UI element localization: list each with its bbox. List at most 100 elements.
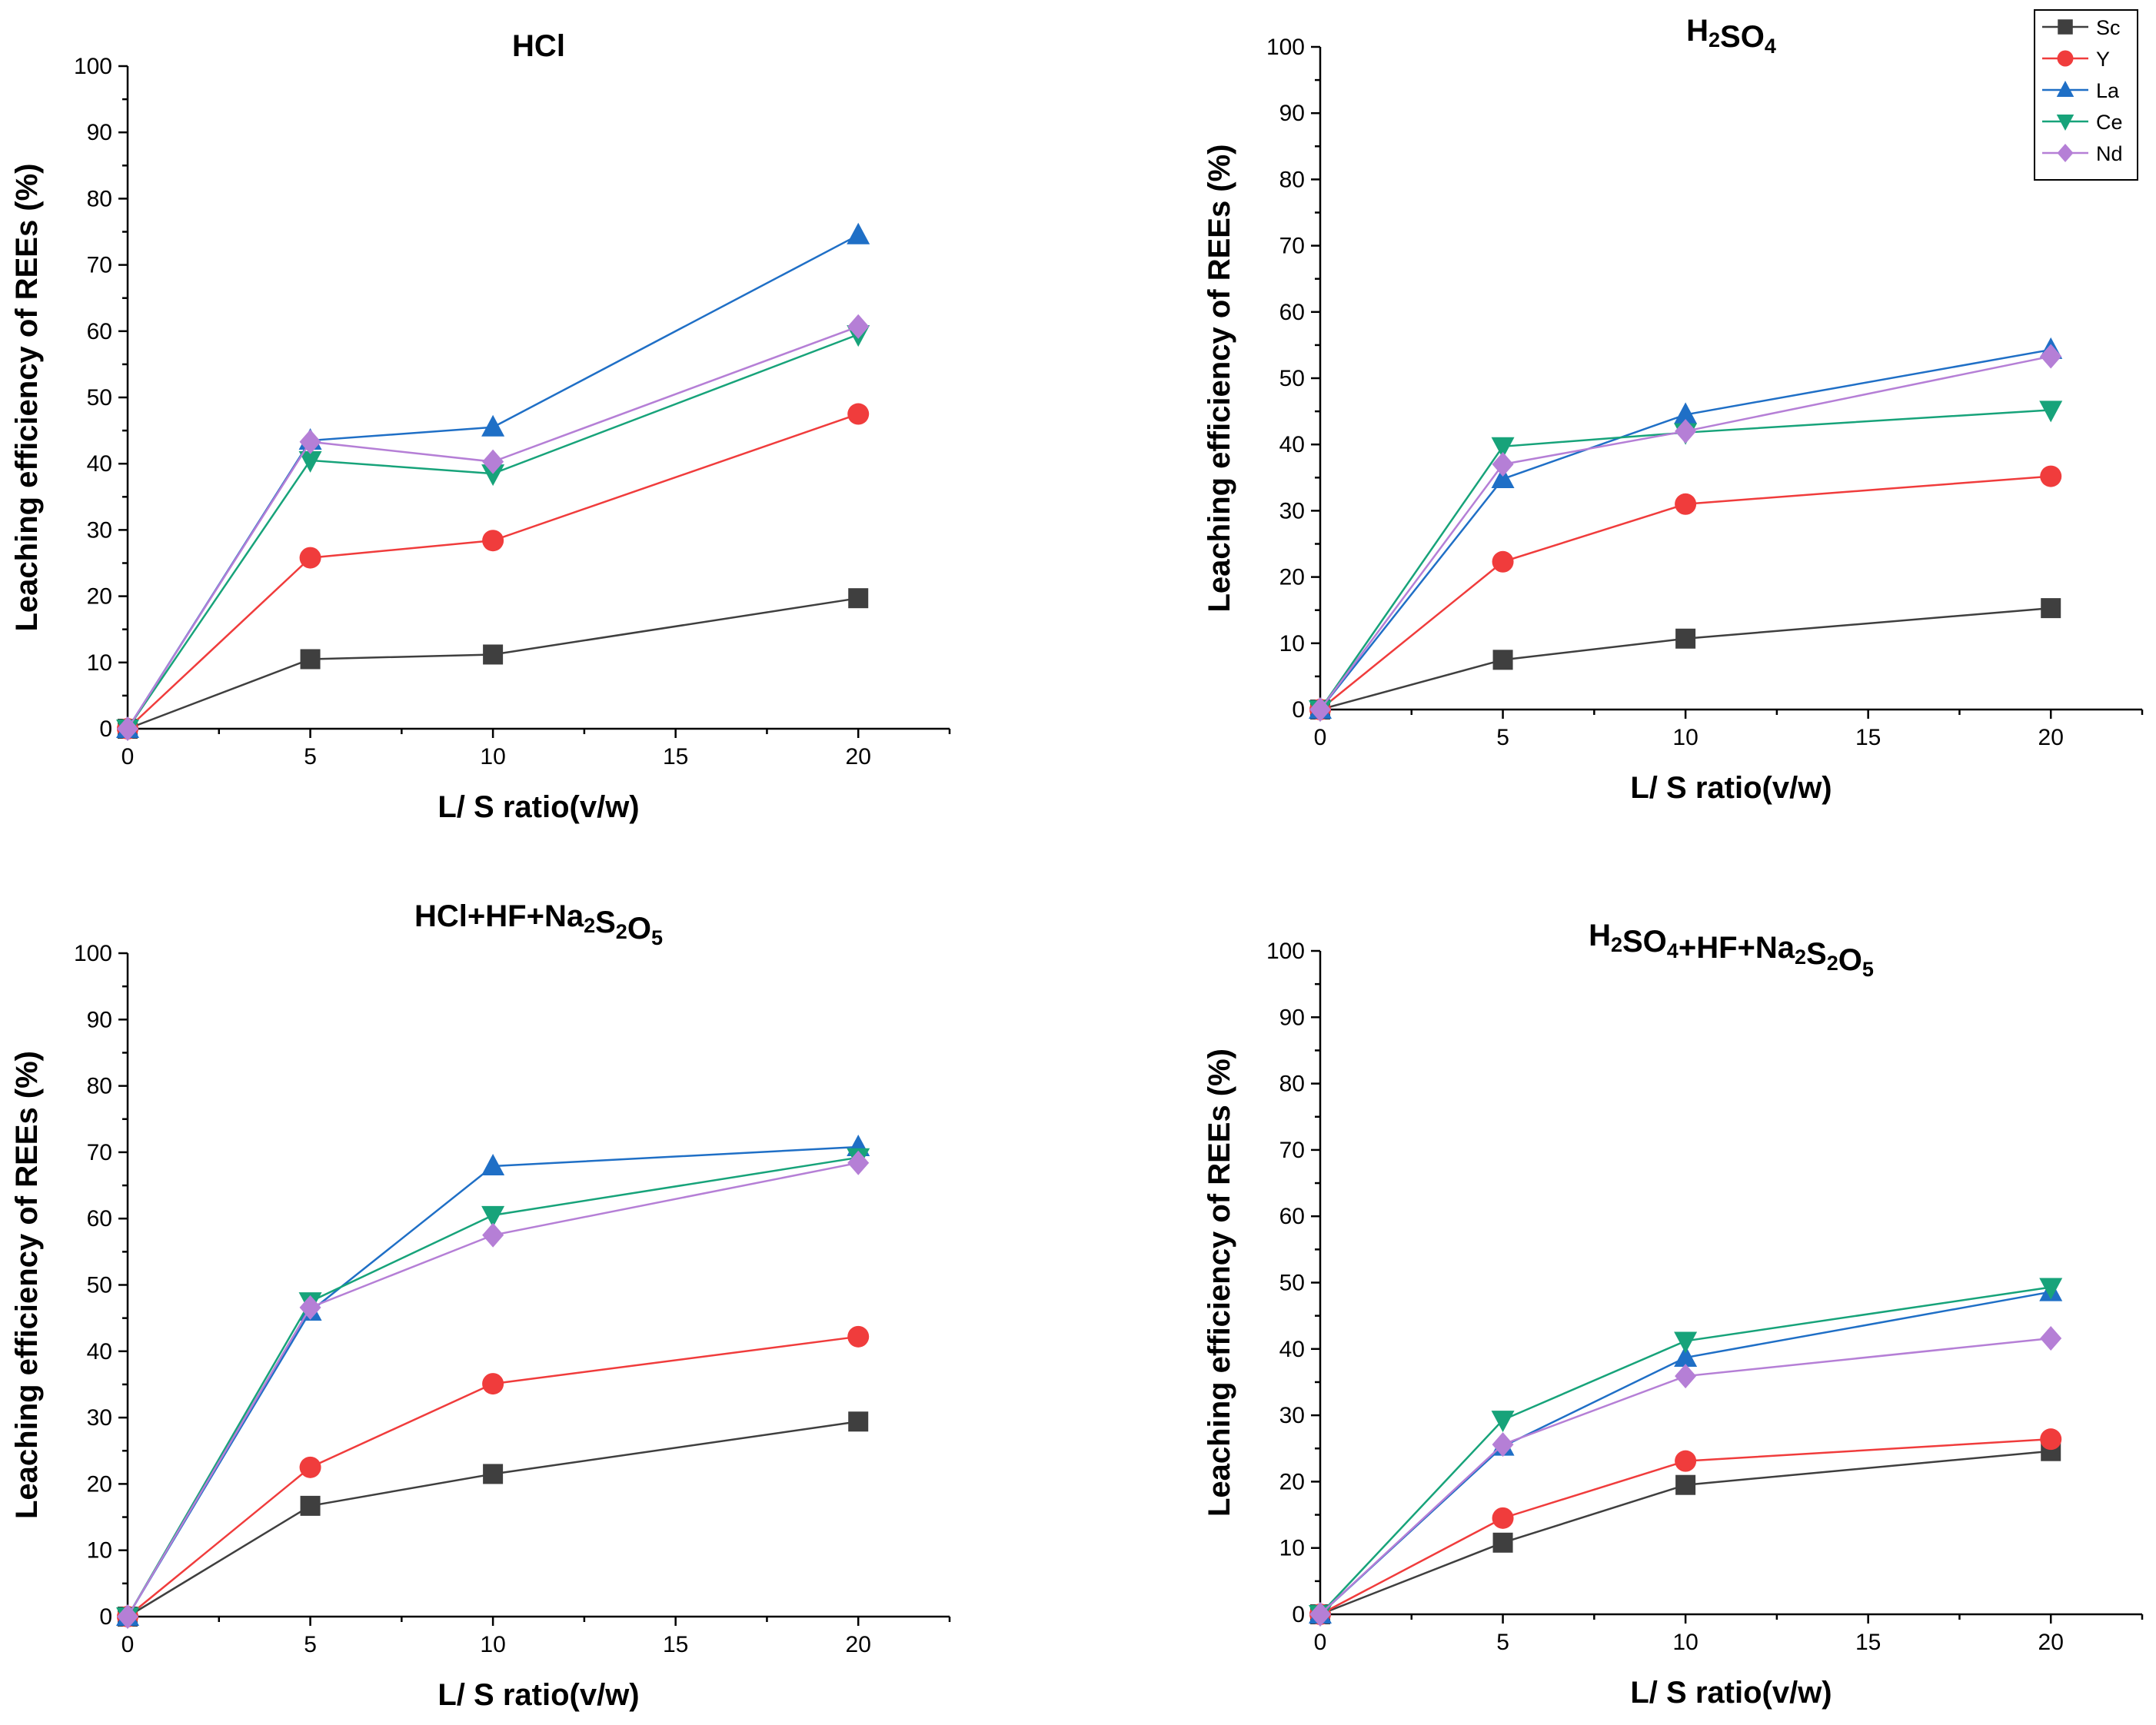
x-axis-title: L/ S ratio(v/w) <box>1630 1676 1832 1710</box>
series-line-ce <box>126 1156 859 1617</box>
series-line-sc <box>1319 607 2051 711</box>
x-tick-label: 15 <box>1855 725 1881 750</box>
data-point-sc <box>848 1411 869 1432</box>
y-tick-label: 20 <box>1279 1469 1305 1494</box>
legend-marker <box>2058 19 2073 35</box>
data-point-y <box>482 1373 504 1395</box>
data-point-ce <box>2039 1278 2063 1300</box>
x-axis-title: L/ S ratio(v/w) <box>438 1678 639 1712</box>
y-axis-title: Leaching efficiency of REEs (%) <box>10 163 44 631</box>
y-tick-label: 100 <box>1266 35 1305 60</box>
data-point-ce <box>481 464 505 487</box>
legend-item-nd: Nd <box>2042 142 2123 165</box>
y-tick-label: 0 <box>1292 1602 1305 1627</box>
data-point-la <box>1674 1345 1698 1368</box>
legend-label: La <box>2096 79 2120 102</box>
y-tick-label: 50 <box>1279 366 1305 391</box>
y-tick-label: 20 <box>87 584 112 610</box>
series-line-sc <box>127 597 859 730</box>
x-tick-label: 20 <box>2038 725 2064 750</box>
data-point-la <box>1674 402 1698 424</box>
legend: Sc Y La Ce Nd <box>2034 9 2138 181</box>
data-point-ce <box>1491 1411 1515 1433</box>
y-tick-label: 20 <box>1279 565 1305 590</box>
series-y <box>1309 1428 2062 1625</box>
y-tick-label: 80 <box>1279 167 1305 192</box>
series-nd <box>1309 344 2062 722</box>
data-point-y <box>2040 465 2062 487</box>
series-line-y <box>127 1335 859 1617</box>
y-tick-label: 20 <box>87 1471 112 1497</box>
data-point-sc <box>1675 1474 1696 1495</box>
y-tick-label: 100 <box>74 54 112 79</box>
x-tick-label: 0 <box>1314 1630 1327 1655</box>
chart-panel-3: HCl+HF+Na2S2O5 0 10 20 30 40 50 60 70 80 90 100 0 5 10… <box>10 899 951 1712</box>
data-point-ce <box>1491 437 1515 459</box>
series-line-y <box>1319 475 2051 710</box>
x-tick-label: 10 <box>1672 725 1698 750</box>
y-tick-label: 100 <box>1266 939 1305 964</box>
series-line-la <box>1319 348 2051 710</box>
data-point-nd <box>847 1150 870 1175</box>
series-line-sc <box>1319 1450 2051 1616</box>
y-tick-label: 10 <box>87 650 112 676</box>
y-tick-label: 60 <box>1279 300 1305 325</box>
y-tick-label: 50 <box>87 1273 112 1298</box>
y-tick-label: 30 <box>87 517 112 543</box>
x-tick-label: 20 <box>846 744 871 769</box>
y-tick-label: 0 <box>99 1604 112 1630</box>
y-tick-label: 70 <box>1279 234 1305 259</box>
x-tick-label: 0 <box>121 744 135 769</box>
data-point-la <box>1491 467 1515 489</box>
data-point-nd <box>299 429 321 454</box>
y-tick-label: 40 <box>1279 432 1305 457</box>
series-line-y <box>127 413 859 730</box>
data-point-nd <box>1309 1602 1331 1627</box>
data-point-nd <box>1675 1364 1697 1389</box>
x-tick-label: 15 <box>1855 1630 1881 1655</box>
chart-panel-2: H2SO4 0 10 20 30 40 50 60 70 80 90 100 0 5 10 15 20 L/ S … <box>1203 14 2144 805</box>
data-point-sc <box>483 644 504 665</box>
x-tick-label: 5 <box>304 1632 317 1657</box>
y-tick-label: 30 <box>87 1405 112 1431</box>
x-tick-label: 10 <box>1672 1630 1698 1655</box>
y-axis-title: Leaching efficiency of REEs (%) <box>10 1051 44 1519</box>
y-tick-label: 90 <box>1279 1005 1305 1030</box>
chart-title: H2SO4 <box>1686 14 1776 58</box>
legend-item-y: Y <box>2042 48 2110 71</box>
data-point-nd <box>482 449 504 474</box>
data-point-y <box>847 1325 870 1348</box>
data-point-y <box>299 1456 321 1478</box>
y-tick-label: 80 <box>1279 1072 1305 1097</box>
y-tick-label: 90 <box>1279 101 1305 126</box>
series-line-sc <box>127 1421 859 1618</box>
data-point-y <box>1492 1507 1514 1529</box>
y-tick-label: 90 <box>87 1007 112 1032</box>
series-sc <box>118 588 869 739</box>
data-point-sc <box>2041 598 2061 619</box>
data-point-nd <box>482 1222 504 1248</box>
y-tick-label: 30 <box>1279 498 1305 523</box>
series-nd <box>1309 1325 2062 1627</box>
legend-marker <box>2057 50 2074 67</box>
y-tick-label: 70 <box>87 253 112 278</box>
x-tick-label: 5 <box>1496 725 1509 750</box>
legend-box <box>2034 9 2138 181</box>
y-tick-label: 50 <box>87 385 112 410</box>
data-point-sc <box>483 1464 504 1484</box>
data-point-y <box>482 530 504 552</box>
data-point-y <box>299 547 321 569</box>
legend-marker <box>2057 144 2074 162</box>
legend-label: Nd <box>2096 142 2123 165</box>
x-tick-label: 0 <box>1314 725 1327 750</box>
data-point-ce <box>2039 401 2063 423</box>
series-line-nd <box>1319 355 2051 710</box>
y-tick-label: 40 <box>87 451 112 477</box>
data-point-nd <box>1492 452 1514 477</box>
y-tick-label: 40 <box>87 1339 112 1364</box>
chart-panel-1: HCl 0 10 20 30 40 50 60 70 80 90 100 0 5 10 15 20 L/ S ra… <box>10 29 951 824</box>
data-point-nd <box>299 1295 321 1320</box>
x-tick-label: 5 <box>1496 1630 1509 1655</box>
y-tick-label: 50 <box>1279 1271 1305 1296</box>
data-point-y <box>1675 1450 1697 1472</box>
